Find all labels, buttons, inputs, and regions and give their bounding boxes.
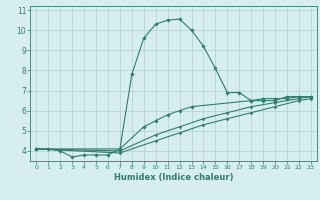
X-axis label: Humidex (Indice chaleur): Humidex (Indice chaleur) bbox=[114, 173, 233, 182]
